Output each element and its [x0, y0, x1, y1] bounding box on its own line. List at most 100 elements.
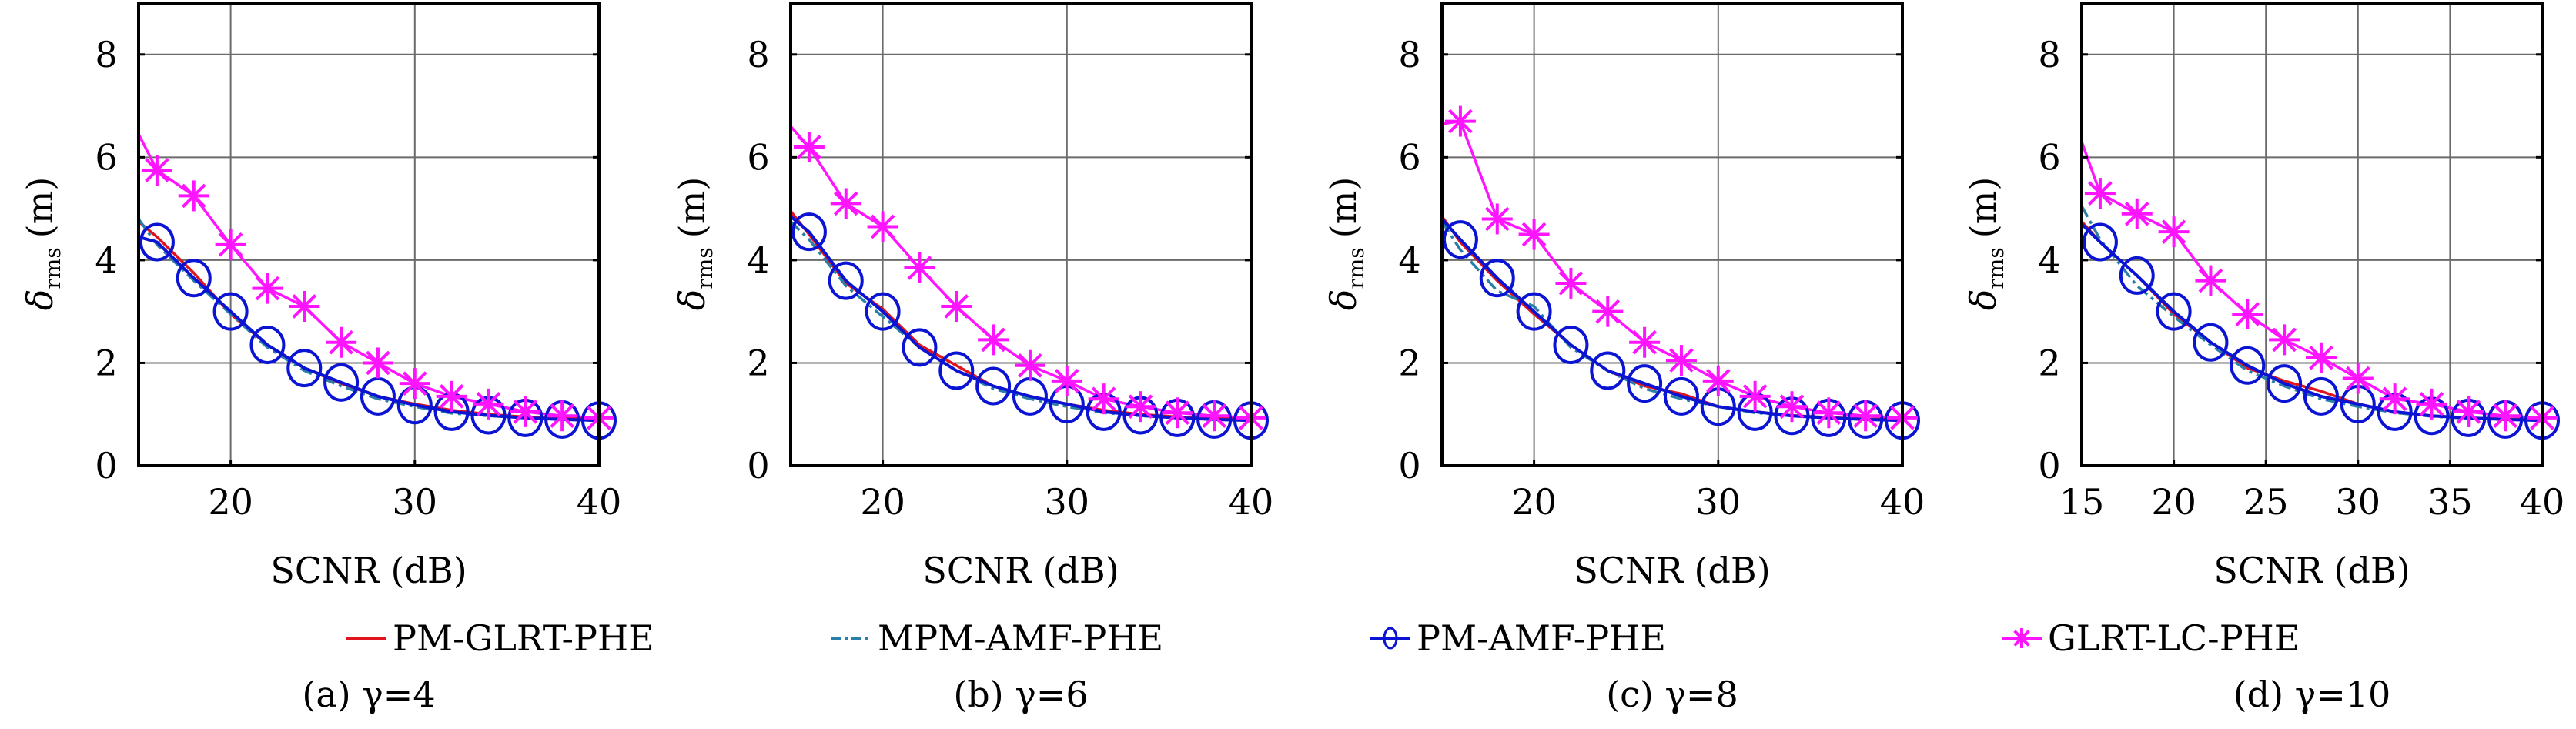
panel-b: 20 30 40 0 2 4 6 8 SCNR (dB) δrms (m) (b) γ=6 [671, 2, 1273, 715]
star-marker-stroke [402, 371, 427, 396]
legend-item-pm_amf: PM-AMF-PHE [1370, 617, 1666, 659]
x-axis-label: SCNR (dB) [270, 550, 467, 591]
legend: PM-GLRT-PHE MPM-AMF-PHE PM-AMF-PHE GLRT-LC-… [346, 617, 2300, 659]
star-marker-stroke [329, 329, 353, 355]
y-tick-label: 4 [2038, 239, 2060, 281]
star-marker-stroke [1521, 222, 1547, 247]
legend-star-marker [2012, 628, 2032, 648]
star-marker [473, 388, 504, 420]
y-axis-label: δrms (m) [1962, 177, 2009, 311]
axes-frame [1440, 2, 1904, 467]
legend-item-pm_glrt: PM-GLRT-PHE [346, 617, 654, 659]
star-marker-stroke [2124, 201, 2149, 226]
circle-marker [1627, 364, 1663, 403]
circle-marker [139, 222, 175, 262]
legend-circle-marker [1383, 627, 1398, 650]
y-axis-label-unit: (m) [671, 177, 713, 239]
grid [139, 3, 599, 466]
star-marker-stroke [145, 158, 169, 182]
axes-frame [789, 2, 1253, 467]
star-marker [289, 290, 320, 322]
star-marker [1776, 391, 1808, 423]
star-marker [867, 211, 898, 242]
star-marker [1739, 380, 1771, 412]
star-marker-stroke [1054, 369, 1079, 393]
star-marker [399, 368, 430, 400]
y-tick-label: 4 [95, 239, 117, 281]
circle-marker [2156, 292, 2192, 331]
series-line-pm_glrt [1442, 216, 1902, 421]
star-marker [141, 155, 172, 186]
star-marker [2490, 400, 2521, 432]
y-axis-label-symbol: δ [19, 289, 61, 311]
y-tick-label: 4 [747, 239, 769, 281]
star-marker [2232, 299, 2263, 330]
star-marker-stroke [944, 294, 969, 319]
y-tick-label: 6 [95, 136, 117, 178]
star-marker-stroke [1632, 329, 1657, 355]
x-axis-label: SCNR (dB) [1574, 550, 1770, 591]
star-marker-stroke [870, 214, 895, 239]
markers-glrt_lc [1444, 105, 1918, 433]
star-marker-stroke [833, 191, 858, 216]
series-line-pm_amf [791, 215, 1251, 423]
y-tick-label: 6 [1398, 136, 1420, 178]
star-marker [1813, 397, 1845, 429]
star-marker-stroke [1595, 299, 1621, 324]
star-marker-stroke [1705, 369, 1731, 393]
star-marker-stroke [2345, 366, 2370, 391]
circle-marker [212, 292, 249, 331]
star-marker [1162, 397, 1193, 429]
y-axis-label: δrms (m) [19, 177, 65, 311]
star-marker [547, 400, 578, 432]
y-axis-label-symbol: δ [1962, 289, 2004, 311]
y-axis-label-subscript: rms [40, 247, 65, 289]
star-marker [510, 396, 541, 427]
star-marker [1444, 105, 1476, 137]
star-marker [904, 252, 935, 283]
series-mpm_amf [791, 220, 1251, 422]
series-line-glrt_lc [139, 133, 599, 420]
y-tick-label: 2 [2038, 342, 2060, 383]
star-marker-stroke [1853, 403, 1878, 429]
star-marker [1199, 400, 1230, 432]
star-marker-stroke [981, 327, 1005, 353]
y-axis-label-unit: (m) [1323, 177, 1364, 239]
star-marker [941, 290, 972, 322]
legend-item-glrt_lc: GLRT-LC-PHE [2002, 617, 2300, 659]
y-tick-label: 0 [1398, 445, 1420, 487]
circle-marker [2082, 222, 2118, 262]
circle-marker [791, 212, 827, 252]
circle-marker [975, 366, 1012, 406]
star-marker-stroke [2272, 327, 2297, 353]
x-tick-label: 20 [208, 481, 253, 523]
star-marker-stroke [2088, 181, 2113, 206]
circle-marker [865, 292, 901, 331]
star-marker-stroke [513, 400, 538, 424]
star-marker-stroke [255, 276, 280, 301]
x-tick-label: 40 [2520, 481, 2565, 523]
star-marker-stroke [2161, 219, 2186, 244]
panel-c: 20 30 40 0 2 4 6 8 SCNR (dB) δrms (m) (c) γ=8 [1323, 2, 1925, 715]
y-tick-label: 0 [2038, 445, 2060, 487]
markers-glrt_lc [793, 131, 1266, 433]
y-axis-label: δrms (m) [1323, 177, 1369, 311]
circle-marker [902, 328, 938, 367]
panel-caption: (a) γ=4 [302, 674, 435, 715]
star-marker-stroke [439, 384, 464, 409]
markers-pm_amf [2082, 222, 2560, 440]
circle-marker [360, 376, 396, 416]
legend-label: MPM-AMF-PHE [878, 617, 1163, 659]
circle-marker [1553, 326, 1589, 365]
star-marker [1518, 219, 1550, 250]
axes-frame [2080, 2, 2544, 467]
series-pm_amf [2082, 222, 2542, 423]
circle-marker [2230, 346, 2266, 385]
star-marker-stroke [797, 135, 821, 159]
series-line-pm_amf [139, 235, 599, 423]
x-tick-label: 40 [577, 481, 622, 523]
star-marker [252, 273, 283, 304]
markers-pm_amf [1442, 220, 1920, 440]
circle-marker [2303, 376, 2339, 416]
